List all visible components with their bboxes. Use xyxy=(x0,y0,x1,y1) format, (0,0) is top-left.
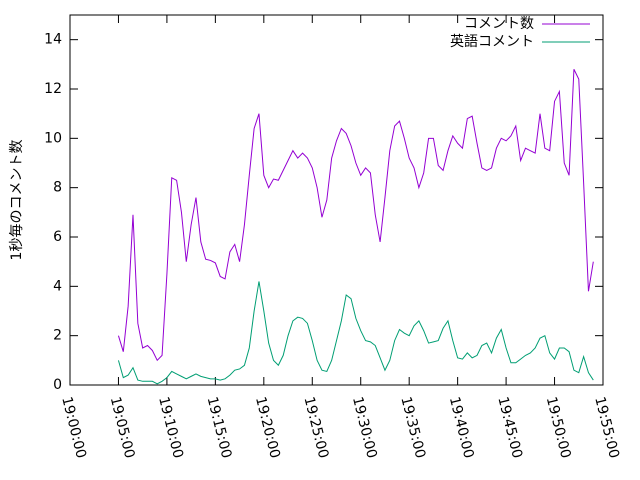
x-tick-label: 19:20:00 xyxy=(252,395,283,460)
y-tick-label: 4 xyxy=(53,278,62,294)
y-tick-label: 12 xyxy=(44,81,62,97)
series-line xyxy=(117,281,594,385)
x-tick-label: 19:55:00 xyxy=(591,395,622,460)
x-tick-label: 19:30:00 xyxy=(349,395,380,460)
y-tick-label: 8 xyxy=(53,180,62,196)
x-tick-label: 19:45:00 xyxy=(494,395,525,460)
y-axis-label: 1秒毎のコメント数 xyxy=(9,140,25,261)
y-tick-label: 10 xyxy=(44,130,62,146)
x-tick-label: 19:35:00 xyxy=(397,395,428,460)
series-line xyxy=(117,69,594,362)
legend-label: 英語コメント xyxy=(450,33,534,50)
plot-border xyxy=(69,14,604,386)
x-tick-label: 19:50:00 xyxy=(543,395,574,460)
y-tick-label: 6 xyxy=(53,229,62,245)
x-tick-label: 19:05:00 xyxy=(107,395,138,460)
x-tick-label: 19:25:00 xyxy=(301,395,332,460)
y-tick-label: 14 xyxy=(44,32,62,48)
x-tick-label: 19:15:00 xyxy=(204,395,235,460)
x-tick-label: 19:40:00 xyxy=(446,395,477,460)
legend-label: コメント数 xyxy=(464,16,534,32)
y-tick-label: 0 xyxy=(53,377,62,393)
x-tick-label: 19:10:00 xyxy=(155,395,186,460)
y-tick-label: 2 xyxy=(53,328,62,344)
x-tick-label: 19:00:00 xyxy=(58,395,89,460)
